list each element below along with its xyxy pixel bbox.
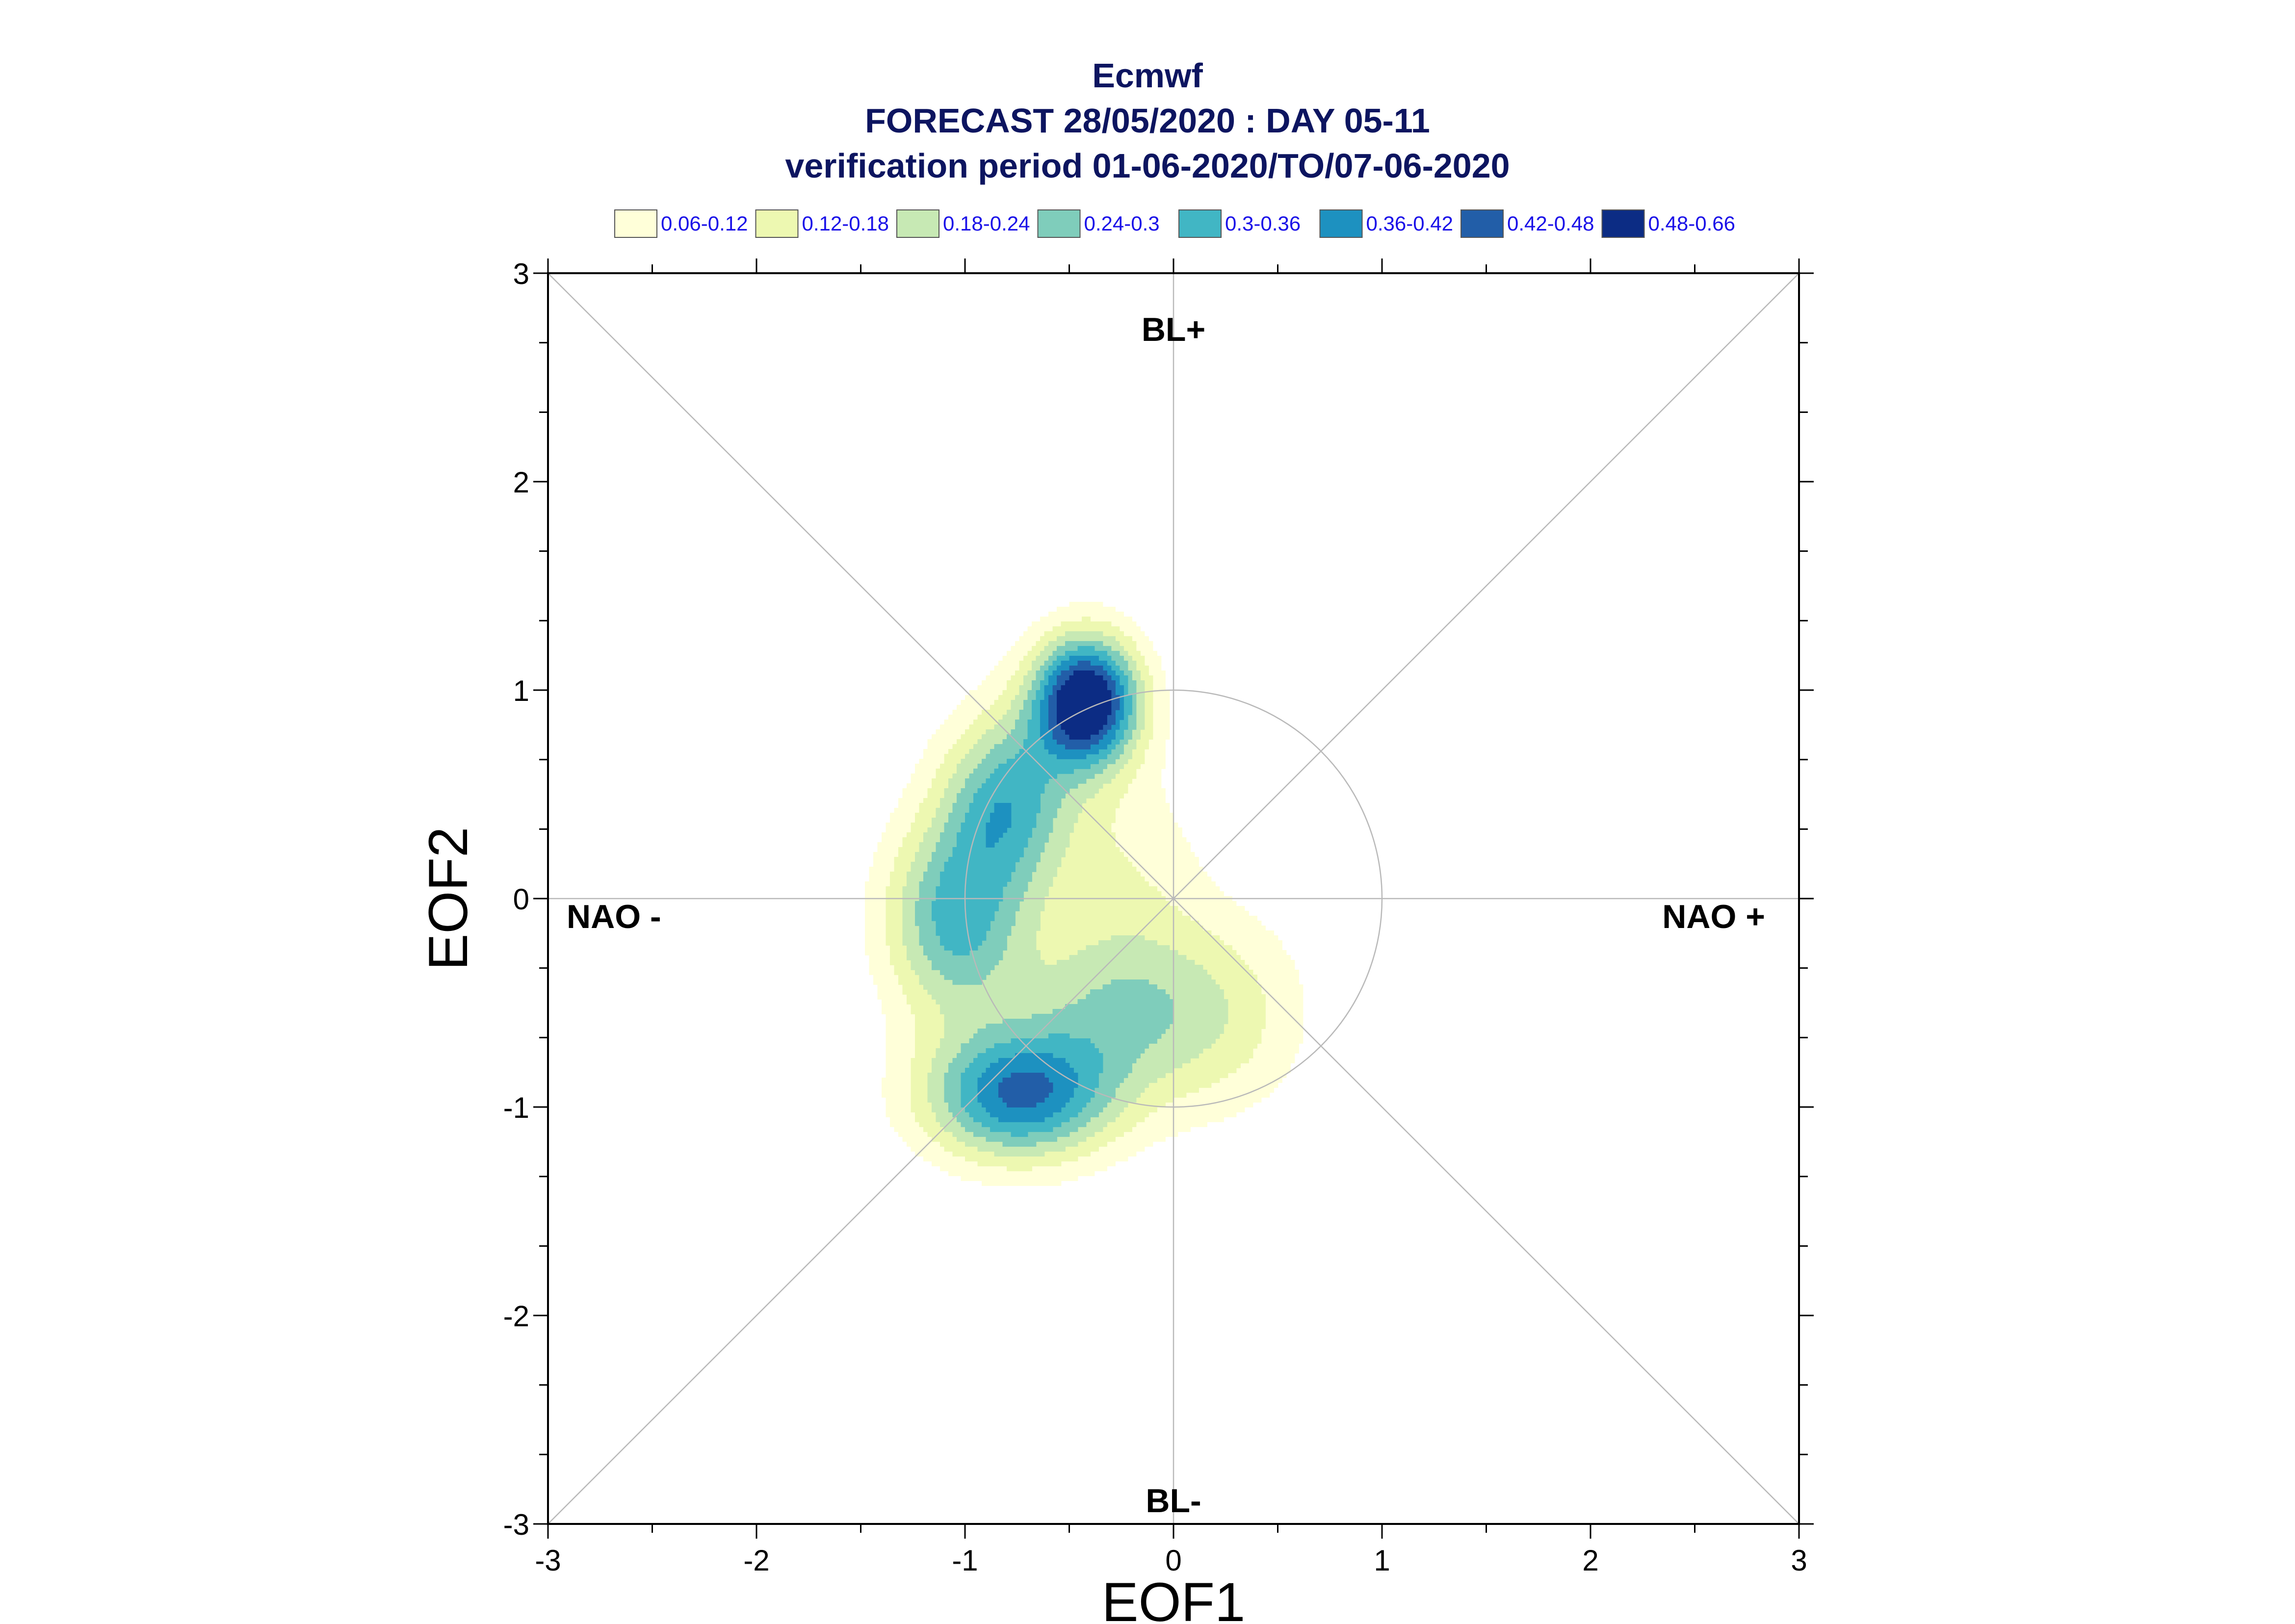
legend-swatch (1460, 209, 1504, 238)
density-level (1057, 670, 1112, 740)
regime-label-left: NAO - (567, 898, 661, 935)
legend-label: 0.42-0.48 (1507, 212, 1594, 235)
x-tick-labels: -3 -2 -1 0 1 2 3 (535, 1544, 1807, 1577)
legend-label: 0.24-0.3 (1084, 212, 1160, 235)
x-tick-label: 3 (1791, 1544, 1807, 1577)
x-tick-label: -1 (952, 1544, 978, 1577)
chart-subtitle: FORECAST 28/05/2020 : DAY 05-11 (865, 102, 1430, 140)
legend: 0.06-0.12 0.12-0.18 0.18-0.24 0.24-0.3 0.3-0… (614, 209, 1735, 238)
plot-frame (533, 258, 1814, 1539)
y-axis-title: EOF2 (417, 827, 479, 971)
reference-circle (964, 689, 1383, 1108)
legend-label: 0.12-0.18 (802, 212, 889, 235)
y-tick-label: -3 (503, 1508, 529, 1541)
y-tick-label: 2 (513, 466, 529, 499)
x-axis-title: EOF1 (1102, 1572, 1246, 1624)
legend-label: 0.48-0.66 (1648, 212, 1735, 235)
density-level (915, 641, 1174, 1147)
reference-lines (548, 273, 1799, 1524)
density-level (932, 646, 1132, 1137)
x-tick-label: 0 (1165, 1544, 1181, 1577)
legend-swatch (614, 209, 657, 238)
legend-swatch (755, 209, 799, 238)
legend-label: 0.06-0.12 (661, 212, 748, 235)
x-tick-label: 2 (1582, 1544, 1598, 1577)
legend-swatch (1037, 209, 1081, 238)
legend-swatch (1601, 209, 1645, 238)
legend-swatch (1178, 209, 1222, 238)
y-tick-label: -2 (503, 1300, 529, 1333)
density-contours (865, 602, 1304, 1186)
legend-label: 0.18-0.24 (943, 212, 1030, 235)
x-tick-label: 1 (1374, 1544, 1390, 1577)
legend-swatch (896, 209, 939, 238)
chart-subtitle-period: verification period 01-06-2020/TO/07-06-… (785, 147, 1510, 185)
chart-title: Ecmwf (1092, 56, 1203, 95)
y-tick-label: 3 (513, 258, 529, 290)
x-tick-label: -2 (743, 1544, 769, 1577)
x-tick-label: -3 (535, 1544, 561, 1577)
y-tick-label: 0 (513, 883, 529, 916)
regime-label-right: NAO + (1662, 898, 1765, 935)
legend-swatch (1319, 209, 1363, 238)
regime-label-bottom: BL- (1146, 1482, 1201, 1520)
legend-label: 0.3-0.36 (1225, 212, 1301, 235)
legend-label: 0.36-0.42 (1366, 212, 1453, 235)
y-tick-label: -1 (503, 1091, 529, 1124)
regime-label-top: BL+ (1142, 311, 1205, 348)
y-tick-label: 1 (513, 674, 529, 707)
y-tick-labels: -3 -2 -1 0 1 2 3 (503, 258, 529, 1541)
